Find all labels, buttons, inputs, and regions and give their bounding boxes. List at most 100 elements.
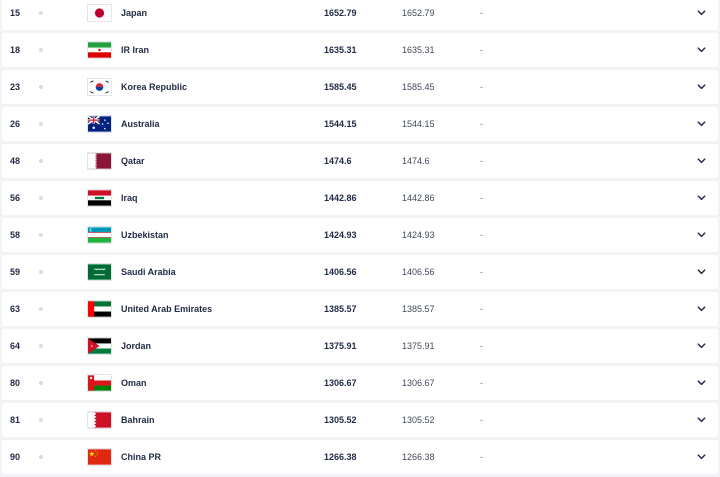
rank-value: 90 (10, 452, 21, 462)
bahrain-flag-icon (87, 411, 112, 429)
total-points: 1424.93 (324, 230, 357, 240)
points-change: - (480, 267, 483, 277)
chevron-down-icon[interactable] (696, 303, 707, 314)
position-dot-icon (39, 11, 43, 15)
position-dot-icon (39, 270, 43, 274)
team-name[interactable]: Uzbekistan (121, 230, 169, 240)
position-dot-icon (39, 85, 43, 89)
previous-points: 1652.79 (402, 8, 435, 18)
total-points: 1305.52 (324, 415, 357, 425)
chevron-down-icon[interactable] (696, 266, 707, 277)
chevron-down-icon[interactable] (696, 44, 707, 55)
team-name[interactable]: Jordan (121, 341, 152, 351)
chevron-down-icon[interactable] (696, 118, 707, 129)
chevron-down-icon[interactable] (696, 229, 707, 240)
position-dot-icon (39, 381, 43, 385)
total-points: 1652.79 (324, 8, 357, 18)
chevron-down-icon[interactable] (696, 451, 707, 462)
rank-value: 15 (10, 8, 21, 18)
rank-value: 81 (10, 415, 21, 425)
chevron-down-icon[interactable] (696, 81, 707, 92)
points-change: - (480, 378, 483, 388)
position-dot-icon (39, 122, 43, 126)
previous-points: 1266.38 (402, 452, 435, 462)
team-name[interactable]: Australia (121, 119, 160, 129)
rank-value: 18 (10, 45, 21, 55)
table-row[interactable]: 56 Iraq 1442.86 1442.86 - (2, 181, 718, 215)
team-name[interactable]: Iraq (121, 193, 138, 203)
total-points: 1585.45 (324, 82, 357, 92)
team-name[interactable]: Bahrain (121, 415, 155, 425)
saudi-arabia-flag-icon (87, 263, 112, 281)
previous-points: 1424.93 (402, 230, 435, 240)
chevron-down-icon[interactable] (696, 377, 707, 388)
total-points: 1375.91 (324, 341, 357, 351)
previous-points: 1544.15 (402, 119, 435, 129)
uae-flag-icon (87, 300, 112, 318)
previous-points: 1585.45 (402, 82, 435, 92)
total-points: 1635.31 (324, 45, 357, 55)
rank-value: 58 (10, 230, 21, 240)
team-name[interactable]: Oman (121, 378, 147, 388)
previous-points: 1385.57 (402, 304, 435, 314)
rank-value: 56 (10, 193, 21, 203)
team-name[interactable]: Saudi Arabia (121, 267, 176, 277)
points-change: - (480, 45, 483, 55)
korea-flag-icon (87, 78, 112, 96)
team-name[interactable]: Korea Republic (121, 82, 188, 92)
iraq-flag-icon (87, 189, 112, 207)
previous-points: 1375.91 (402, 341, 435, 351)
previous-points: 1305.52 (402, 415, 435, 425)
table-row[interactable]: 18 IR Iran 1635.31 1635.31 - (2, 33, 718, 67)
table-row[interactable]: 90 China PR 1266.38 1266.38 - (2, 440, 718, 474)
team-name[interactable]: Japan (121, 8, 148, 18)
previous-points: 1306.67 (402, 378, 435, 388)
points-change: - (480, 8, 483, 18)
uzbekistan-flag-icon (87, 226, 112, 244)
total-points: 1474.6 (324, 156, 352, 166)
rank-value: 63 (10, 304, 21, 314)
table-row[interactable]: 81 Bahrain 1305.52 1305.52 - (2, 403, 718, 437)
points-change: - (480, 82, 483, 92)
points-change: - (480, 230, 483, 240)
points-change: - (480, 156, 483, 166)
rank-value: 64 (10, 341, 21, 351)
points-change: - (480, 304, 483, 314)
chevron-down-icon[interactable] (696, 7, 707, 18)
total-points: 1385.57 (324, 304, 357, 314)
previous-points: 1635.31 (402, 45, 435, 55)
table-row[interactable]: 15 Japan 1652.79 1652.79 - (2, 0, 718, 30)
team-name[interactable]: IR Iran (121, 45, 150, 55)
australia-flag-icon (87, 115, 112, 133)
table-row[interactable]: 63 United Arab Emirates 1385.57 1385.57 … (2, 292, 718, 326)
total-points: 1406.56 (324, 267, 357, 277)
table-row[interactable]: 58 Uzbekistan 1424.93 1424.93 - (2, 218, 718, 252)
chevron-down-icon[interactable] (696, 192, 707, 203)
rank-value: 48 (10, 156, 21, 166)
position-dot-icon (39, 159, 43, 163)
table-row[interactable]: 23 Korea Republic 1585.45 1585.45 - (2, 70, 718, 104)
previous-points: 1406.56 (402, 267, 435, 277)
japan-flag-icon (87, 4, 112, 22)
chevron-down-icon[interactable] (696, 155, 707, 166)
rank-value: 23 (10, 82, 21, 92)
iran-flag-icon (87, 41, 112, 59)
team-name[interactable]: China PR (121, 452, 162, 462)
rank-value: 59 (10, 267, 21, 277)
previous-points: 1474.6 (402, 156, 430, 166)
chevron-down-icon[interactable] (696, 340, 707, 351)
qatar-flag-icon (87, 152, 112, 170)
table-row[interactable]: 64 Jordan 1375.91 1375.91 - (2, 329, 718, 363)
chevron-down-icon[interactable] (696, 414, 707, 425)
total-points: 1442.86 (324, 193, 357, 203)
table-row[interactable]: 80 Oman 1306.67 1306.67 - (2, 366, 718, 400)
table-row[interactable]: 48 Qatar 1474.6 1474.6 - (2, 144, 718, 178)
total-points: 1306.67 (324, 378, 357, 388)
team-name[interactable]: United Arab Emirates (121, 304, 213, 314)
table-row[interactable]: 59 Saudi Arabia 1406.56 1406.56 - (2, 255, 718, 289)
team-name[interactable]: Qatar (121, 156, 145, 166)
points-change: - (480, 119, 483, 129)
table-row[interactable]: 26 Australia 1544.15 1544.15 - (2, 107, 718, 141)
position-dot-icon (39, 48, 43, 52)
points-change: - (480, 452, 483, 462)
